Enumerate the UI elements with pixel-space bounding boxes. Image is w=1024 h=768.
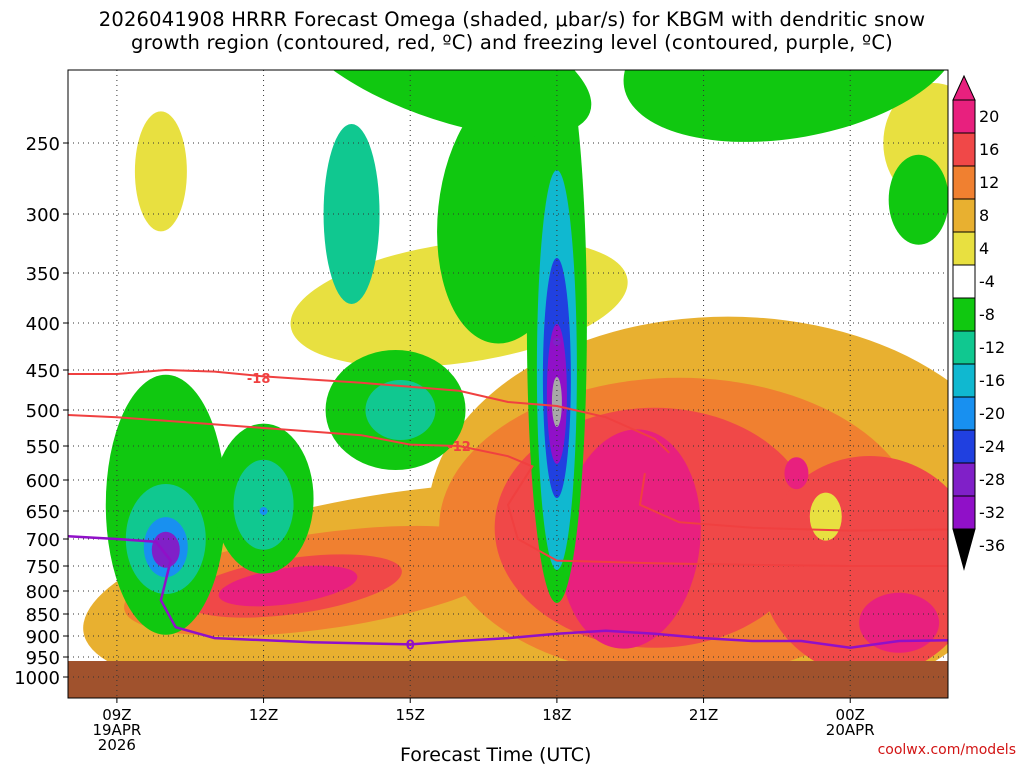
- y-tick-label-500: 500: [26, 401, 60, 422]
- x-tick-label-9-0: 09Z: [102, 706, 131, 724]
- omega-area-29: [551, 377, 562, 427]
- colorbar-label-0: 20: [979, 107, 999, 126]
- colorbar-top-arrow: [952, 74, 976, 101]
- x-tick-label-15-0: 15Z: [396, 706, 425, 724]
- colorbar-swatch-4: [952, 231, 976, 266]
- omega-area-23: [233, 459, 294, 550]
- omega-descent-19z: [626, 535, 635, 543]
- x-tick-label-12-0: 12Z: [249, 706, 278, 724]
- y-tick-label-550: 550: [26, 437, 60, 458]
- chart-title: 2026041908 HRRR Forecast Omega (shaded, …: [0, 8, 1024, 54]
- colorbar-swatch-12: [952, 495, 976, 530]
- omega-descent-25z: [895, 618, 904, 627]
- y-tick-label-600: 600: [26, 471, 60, 492]
- y-axis: 2503003504004505005506006507007508008509…: [14, 134, 68, 689]
- colorbar-bottom-arrow: [952, 528, 976, 571]
- colorbar-label-5: -4: [979, 272, 995, 291]
- colorbar-label-9: -20: [979, 404, 1005, 423]
- colorbar-label-3: 8: [979, 206, 989, 225]
- colorbar-swatch-2: [952, 165, 976, 200]
- y-tick-label-850: 850: [26, 605, 60, 626]
- x-tick-label-9-2: 2026: [98, 736, 136, 754]
- omega-ascent-plume-18z: [552, 337, 561, 346]
- plot-frame: [67, 69, 949, 699]
- y-tick-label-300: 300: [26, 205, 60, 226]
- colorbar-swatch-6: [952, 297, 976, 332]
- freezing-level-contour: [68, 534, 948, 650]
- colorbar-label-8: -16: [979, 371, 1005, 390]
- y-tick-label-800: 800: [26, 582, 60, 603]
- colorbar-swatch-0: [952, 99, 976, 134]
- title-line-2: growth region (contoured, red, ºC) and f…: [131, 31, 893, 54]
- x-tick-label-9-1: 19APR: [92, 721, 141, 739]
- gridlines: [68, 70, 948, 698]
- dgz-contour-2: [638, 473, 948, 532]
- y-tick-label-900: 900: [26, 627, 60, 648]
- freezing-level-label: 0: [406, 638, 415, 653]
- ground-below-surface: [68, 661, 948, 698]
- colorbar-label-7: -12: [979, 338, 1005, 357]
- ground-fill: [68, 661, 948, 698]
- y-tick-label-400: 400: [26, 314, 60, 335]
- x-tick-label-24-1: 20APR: [826, 721, 875, 739]
- colorbar-label-2: 12: [979, 173, 999, 192]
- omega-area-16: [623, 70, 948, 142]
- colorbar-swatch-1: [952, 132, 976, 167]
- colorbar-swatch-10: [952, 429, 976, 464]
- x-tick-label-24-0: 00Z: [836, 706, 865, 724]
- y-tick-label-1000: 1000: [14, 668, 60, 689]
- colorbar-swatch-7: [952, 330, 976, 365]
- omega-area-32: [809, 492, 842, 541]
- x-tick-label-21-0: 21Z: [689, 706, 718, 724]
- x-tick-label-18-0: 18Z: [542, 706, 571, 724]
- colorbar-label-13: -36: [979, 536, 1005, 555]
- omega-area-19: [365, 380, 436, 440]
- colorbar-swatch-9: [952, 396, 976, 431]
- colorbar-label-4: 4: [979, 239, 989, 258]
- colorbar-swatch-8: [952, 363, 976, 398]
- dgz-contour-1: [68, 414, 948, 567]
- colorbar-label-10: -24: [979, 437, 1005, 456]
- dgz-contour-0: [68, 368, 670, 454]
- contour-lines: -18 -12 0: [68, 368, 948, 653]
- y-tick-label-350: 350: [26, 264, 60, 285]
- y-tick-label-950: 950: [26, 648, 60, 669]
- colorbar-label-11: -28: [979, 470, 1005, 489]
- omega-area-10: [784, 457, 809, 490]
- credit-text: coolwx.com/models: [877, 742, 1016, 758]
- y-tick-label-450: 450: [26, 361, 60, 382]
- colorbar-label-6: -8: [979, 305, 995, 324]
- y-tick-label-750: 750: [26, 557, 60, 578]
- plot-area: -18 -12 0 250 300 350 400 450 500 550 600 650 700 75…: [14, 69, 949, 754]
- omega-area-12: [134, 111, 187, 232]
- omega-area-15: [287, 70, 592, 137]
- colorbar-label-12: -32: [979, 503, 1005, 522]
- omega-strong-ascent-core: [552, 390, 561, 398]
- colorbar-swatch-11: [952, 462, 976, 497]
- dgz-label-0: -18: [247, 372, 271, 387]
- colorbar-swatch-5: [952, 264, 976, 299]
- x-axis-title: Forecast Time (UTC): [400, 744, 592, 766]
- y-tick-label-250: 250: [26, 134, 60, 155]
- colorbar: 20 16 12 8 4 -4 -8 -12 -16 -20 -24 -28 -32 -36: [952, 74, 1005, 571]
- colorbar-swatch-3: [952, 198, 976, 233]
- colorbar-label-1: 16: [979, 140, 999, 159]
- y-tick-label-650: 650: [26, 502, 60, 523]
- omega-area-24: [888, 154, 948, 245]
- title-line-1: 2026041908 HRRR Forecast Omega (shaded, …: [98, 8, 926, 31]
- omega-area-4: [218, 565, 358, 607]
- omega-area-17: [323, 124, 380, 304]
- dgz-label-1: -12: [447, 440, 471, 455]
- omega-shading: [83, 70, 948, 698]
- y-tick-label-700: 700: [26, 530, 60, 551]
